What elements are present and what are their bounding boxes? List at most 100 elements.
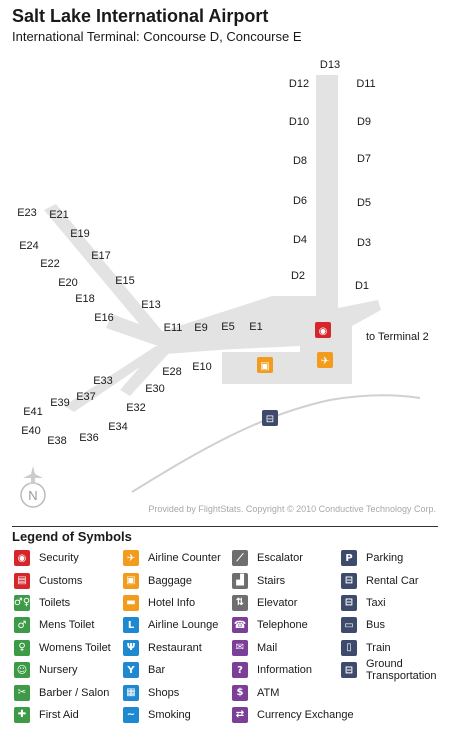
legend-label: Nursery [39,664,78,677]
svg-text:▣: ▣ [260,361,269,372]
legend-item-customs: ▤ Customs [14,569,111,591]
legend-item-ground-transportation: ⊟ Ground Transportation [341,658,446,682]
gate-label: D7 [357,153,371,165]
gate-label: E17 [91,250,111,262]
legend-item-airline-counter: ✈ Airline Counter [123,547,221,569]
legend-item-bar: Y Bar [123,659,221,681]
legend-item-baggage: ▣ Baggage [123,569,221,591]
concourse-e-upper-arm [44,204,168,344]
access-road [131,394,421,493]
legend-item-rental-car: ⊟ Rental Car [341,569,446,591]
legend-item-currency-exchange: ⇄ Currency Exchange [232,704,354,726]
gate-label: E23 [17,207,37,219]
gate-label: E36 [79,432,99,444]
gate-label: E21 [49,209,69,221]
legend-label: Airline Counter [148,552,221,565]
gate-label: D10 [289,116,309,128]
gate-label: E16 [94,312,114,324]
concourse-d-building [316,75,381,326]
legend-label: Airline Lounge [148,619,219,632]
map-title: Salt Lake International Airport [12,6,269,26]
svg-text:✈: ✈ [321,356,329,367]
rental-car-icon: ⊟ [341,572,357,589]
legend-item-elevator: ⇅ Elevator [232,592,354,614]
gate-label: E38 [47,435,67,447]
taxi-map-icon: ⊟ [262,410,278,426]
information-icon: ? [232,662,248,679]
security-icon: ◉ [14,550,30,567]
legend-item-security: ◉ Security [14,547,111,569]
airline-counter-map-icon: ✈ [317,352,333,368]
legend-item-information: ? Information [232,659,354,681]
legend-item-stairs: ▟ Stairs [232,569,354,591]
legend-label: Smoking [148,708,191,721]
gate-label: E30 [145,383,165,395]
gate-label: E10 [192,361,212,373]
legend-label: Customs [39,574,83,587]
legend-label: Bus [366,619,385,632]
legend-item-restaurant: Ψ Restaurant [123,637,221,659]
legend-label: Mens Toilet [39,619,95,632]
gate-label: D6 [293,195,307,207]
train-icon: ▯ [341,639,357,656]
legend-label: Baggage [148,574,193,587]
legend-item-train: ▯ Train [341,637,446,659]
gate-label: D2 [291,270,305,282]
first-aid-icon: ✚ [14,706,30,723]
legend-label: ATM [257,686,280,699]
legend-item-bus: ▭ Bus [341,614,446,636]
concourse-e-lower-arm [64,346,168,412]
gate-label: D12 [289,78,309,90]
gate-label: D9 [357,116,371,128]
legend-label: Barber / Salon [39,686,110,699]
legend-item-mens-toilet: ♂ Mens Toilet [14,614,111,636]
legend-item-parking: P Parking [341,547,446,569]
legend-label: Bar [148,664,166,677]
legend-item-telephone: ☎ Telephone [232,614,354,636]
legend-item-shops: ▦ Shops [123,681,221,703]
telephone-icon: ☎ [232,617,248,634]
legend-label: Train [366,641,391,654]
womens-toilet-icon: ♀ [14,639,30,656]
legend-column-3: ⟋ Escalator ▟ Stairs ⇅ Elevator ☎ Telephone ✉ Mai… [232,547,354,726]
legend-label: Information [257,664,313,677]
gate-label: E5 [221,321,234,333]
legend-item-hotel-info: ▬ Hotel Info [123,592,221,614]
terminal-map: ◉ ✈ ▣ ⊟ N to Terminal 2 D13 D12 D11 D10 D9 D8… [17,59,429,508]
gate-label: D3 [357,237,371,249]
svg-text:⊟: ⊟ [266,414,274,425]
airplane-icon [23,466,43,484]
legend-item-mail: ✉ Mail [232,637,354,659]
gate-label: E24 [19,240,39,252]
to-terminal-label: to Terminal 2 [366,331,429,343]
gate-label: D4 [293,234,307,246]
map-subtitle: International Terminal: Concourse D, Con… [12,29,302,44]
stairs-icon: ▟ [232,572,248,589]
legend-label: Security [39,552,79,565]
ground-transportation-icon: ⊟ [341,662,357,679]
legend-label: Elevator [257,596,298,609]
taxi-icon: ⊟ [341,594,357,611]
atm-icon: $ [232,684,248,701]
restaurant-icon: Ψ [123,639,139,656]
concourse-junction [150,326,272,354]
legend-item-nursery: ☺ Nursery [14,659,111,681]
legend-item-toilets: ♂♀ Toilets [14,592,111,614]
gate-label: E33 [93,375,113,387]
gate-label: E9 [194,322,207,334]
gate-label: E18 [75,293,95,305]
gate-label: D5 [357,197,371,209]
legend-label: First Aid [39,708,79,721]
legend-label: Escalator [257,552,303,565]
baggage-map-icon: ▣ [257,357,273,373]
airline-lounge-icon: L [123,617,139,634]
barber-icon: ✂ [14,684,30,701]
legend-label: Currency Exchange [257,708,354,721]
gate-label: D8 [293,155,307,167]
legend-item-escalator: ⟋ Escalator [232,547,354,569]
bar-icon: Y [123,662,139,679]
airline-counter-icon: ✈ [123,550,139,567]
mens-toilet-icon: ♂ [14,617,30,634]
baggage-icon: ▣ [123,572,139,589]
gate-label: E28 [162,366,182,378]
